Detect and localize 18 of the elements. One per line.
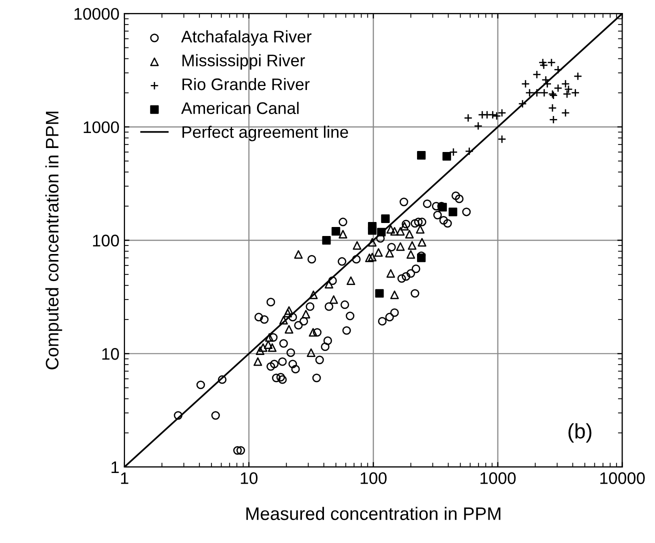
x-axis-title: Measured concentration in PPM: [246, 506, 500, 520]
x-tick-label: 10: [240, 472, 258, 484]
y-axis-title: Computed concentration in PPM: [45, 112, 62, 370]
y-tick-label: 10000: [74, 8, 119, 20]
legend-label: Rio Grande River: [182, 78, 310, 90]
legend-label: Mississippi River: [182, 54, 305, 70]
x-tick-label: 1: [121, 472, 128, 484]
legend-label: Perfect agreement line: [182, 126, 348, 142]
y-tick-label: 1000: [84, 121, 119, 134]
y-tick-label: 10: [102, 348, 119, 360]
y-tick-label: 1: [112, 462, 119, 474]
y-tick-label: 100: [93, 234, 119, 246]
legend-label: Atchafalaya River: [181, 30, 312, 46]
x-tick-label: 10000: [600, 472, 645, 484]
x-tick-label: 1000: [480, 472, 516, 484]
legend-label: American Canal: [181, 102, 299, 114]
x-tick-label: 100: [360, 472, 387, 484]
annotation: (b): [568, 423, 592, 443]
